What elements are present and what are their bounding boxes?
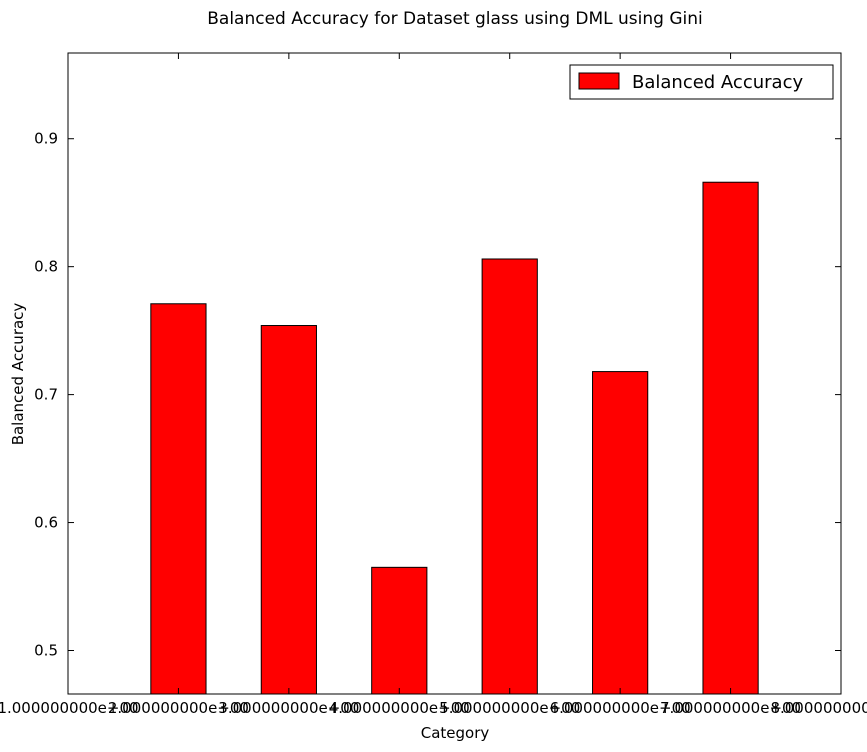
- x-tick-label: 3.000000000e+00: [218, 699, 359, 717]
- x-tick-label: 7.000000000e+00: [660, 699, 801, 717]
- bar: [371, 566, 428, 695]
- x-axis-label: Category: [421, 724, 490, 742]
- y-tick-label: 0.6: [34, 514, 58, 532]
- bar: [702, 181, 759, 695]
- y-axis-label: Balanced Accuracy: [9, 303, 27, 446]
- plot-area: 0.5 0.6 0.7 0.8 0.9 1.000000000e+002.00000000…: [0, 52, 867, 717]
- bar: [481, 258, 538, 695]
- x-tick-label: 4.000000000e+00: [329, 699, 470, 717]
- x-tick-label: 5.000000000e+00: [439, 699, 580, 717]
- y-tick-label: 0.9: [34, 130, 58, 148]
- bar: [260, 325, 317, 695]
- x-tick-label: 2.000000000e+00: [108, 699, 249, 717]
- legend-label: Balanced Accuracy: [632, 72, 803, 93]
- bar: [150, 303, 207, 695]
- legend: Balanced Accuracy: [569, 64, 834, 100]
- y-tick-label: 0.7: [34, 386, 58, 404]
- bar: [592, 371, 649, 695]
- plot-frame: [67, 52, 842, 695]
- x-tick-label: 8.000000000e+00: [770, 699, 867, 717]
- x-tick-label: 1.000000000e+00: [0, 699, 139, 717]
- x-tick-label: 6.000000000e+00: [550, 699, 691, 717]
- chart-title: Balanced Accuracy for Dataset glass usin…: [207, 9, 703, 29]
- legend-swatch: [578, 72, 620, 90]
- y-tick-label: 0.8: [34, 258, 58, 276]
- y-tick-label: 0.5: [34, 641, 58, 659]
